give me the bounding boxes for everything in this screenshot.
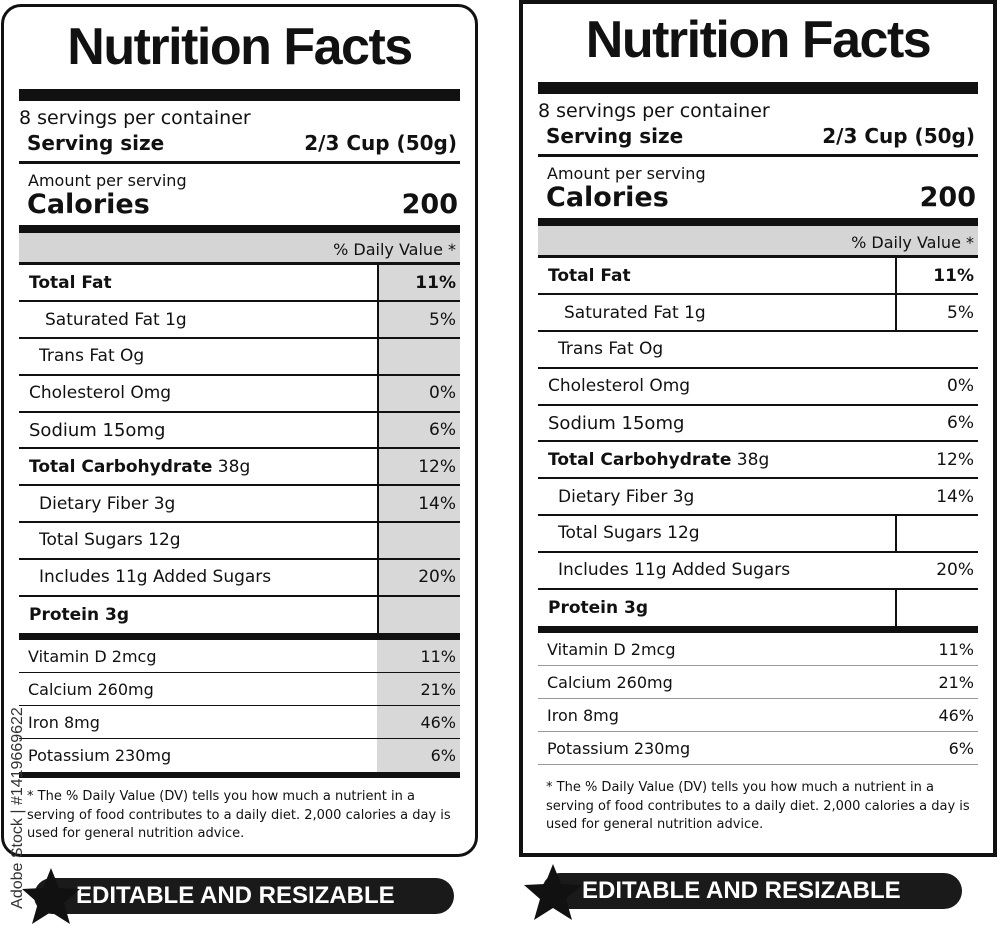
nutrient-row-saturated-fat: Saturated Fat 1g 5% [538,295,978,333]
calories-row: Calories 200 [538,183,978,213]
vitamin-row-iron: Iron 8mg 46% [538,699,978,733]
nutrient-row-dietary-fiber: Dietary Fiber 3g 14% [19,486,460,524]
editable-banner: EDITABLE AND RESIZABLE [34,878,454,914]
nutrient-row-saturated-fat: Saturated Fat 1g 5% [19,302,460,340]
vitamin-row-vitamin-d: Vitamin D 2mcg 11% [19,640,460,674]
serving-size-row: Serving size 2/3 Cup (50g) [538,124,978,148]
vitamin-row-vitamin-d: Vitamin D 2mcg 11% [538,633,978,667]
nutrient-row-sodium: Sodium 15omg 6% [538,406,978,443]
stock-watermark: Adobe Stock | #1419669622 [9,706,26,909]
nutrient-row-trans-fat: Trans Fat Og [538,332,978,369]
vitamin-row-potassium: Potassium 230mg 6% [19,739,460,773]
nutrient-row-total-carbohydrate: Total Carbohydrate 38g 12% [538,442,978,480]
serving-size-label: Serving size [546,123,684,148]
medium-rule [19,160,460,164]
nutrient-row-added-sugars: Includes 11g Added Sugars 20% [538,553,978,590]
star-icon [524,864,582,920]
nutrient-table: Total Fat 11% Saturated Fat 1g 5% Trans Fa… [19,265,460,634]
amount-per-serving: Amount per serving [547,163,706,183]
nutrient-row-total-sugars: Total Sugars 12g [538,516,978,553]
serving-size-row: Serving size 2/3 Cup (50g) [19,131,460,155]
calories-value: 200 [401,188,458,220]
vitamin-row-potassium: Potassium 230mg 6% [538,732,978,766]
label-title: Nutrition Facts [67,18,413,76]
nutrient-row-added-sugars: Includes 11g Added Sugars 20% [19,559,460,597]
serving-size-label: Serving size [27,130,165,155]
vitamin-rule [538,626,978,634]
calories-rule [538,218,978,227]
vitamin-row-calcium: Calcium 260mg 21% [538,666,978,700]
footnote-rule [19,772,460,779]
nutrient-row-protein: Protein 3g [538,589,978,627]
serving-size-value: 2/3 Cup (50g) [822,123,975,148]
daily-value-header: % Daily Value * [538,226,978,259]
nutrient-row-total-fat: Total Fat 11% [19,265,460,303]
amount-per-serving: Amount per serving [28,170,187,190]
label-title: Nutrition Facts [585,11,932,69]
medium-rule [538,153,978,157]
thick-rule [538,82,978,94]
banner-text: EDITABLE AND RESIZABLE [582,877,901,904]
vitamin-rule [19,633,460,641]
nutrition-label-shaded: Nutrition Facts 8 servings per container… [1,4,478,857]
nutrition-label-plain: Nutrition Facts 8 servings per container… [519,0,997,857]
nutrient-row-total-sugars: Total Sugars 12g [19,523,460,560]
vitamin-row-iron: Iron 8mg 46% [19,706,460,740]
nutrient-row-dietary-fiber: Dietary Fiber 3g 14% [538,479,978,517]
nutrient-row-cholesterol: Cholesterol Omg 0% [538,369,978,406]
nutrient-row-cholesterol: Cholesterol Omg 0% [19,375,460,413]
servings-per-container: 8 servings per container [538,100,770,122]
footnote: * The % Daily Value (DV) tells you how m… [546,780,970,832]
servings-per-container: 8 servings per container [19,107,251,129]
star-icon [22,868,80,924]
calories-rule [19,225,460,234]
serving-size-value: 2/3 Cup (50g) [304,130,457,155]
vitamin-row-calcium: Calcium 260mg 21% [19,673,460,707]
banner-text: EDITABLE AND RESIZABLE [76,882,395,909]
nutrient-table: Total Fat 11% Saturated Fat 1g 5% Trans Fa… [538,258,978,627]
calories-row: Calories 200 [19,190,460,220]
calories-label: Calories [27,188,150,220]
nutrient-row-total-fat: Total Fat 11% [538,258,978,296]
calories-value: 200 [919,181,976,213]
daily-value-header: % Daily Value * [19,233,460,266]
footnote: * The % Daily Value (DV) tells you how m… [27,789,451,841]
calories-label: Calories [546,181,669,213]
editable-banner: EDITABLE AND RESIZABLE [542,873,962,909]
thick-rule [19,89,460,101]
nutrient-row-sodium: Sodium 15omg 6% [19,412,460,450]
nutrient-row-protein: Protein 3g [19,596,460,634]
nutrient-row-trans-fat: Trans Fat Og [19,339,460,376]
nutrient-row-total-carbohydrate: Total Carbohydrate 38g 12% [19,449,460,487]
